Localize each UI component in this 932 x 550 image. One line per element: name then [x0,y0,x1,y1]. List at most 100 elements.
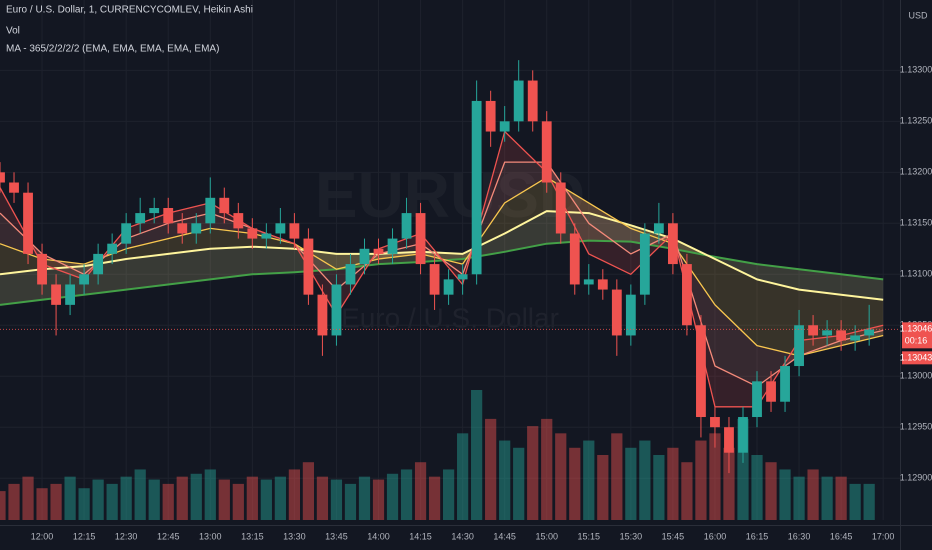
volume-bar [78,488,90,520]
volume-bar [232,483,244,520]
candle-body [639,233,650,295]
volume-bar [428,476,441,520]
candle-body [289,223,300,239]
candle-body [457,274,468,280]
volume-bar [190,473,202,520]
x-tick-label: 16:30 [788,531,811,541]
candle-body [205,197,216,224]
candle-body [0,172,5,183]
watermark-description: Euro / U.S. Dollar [341,302,559,333]
volume-bar [218,479,230,520]
x-tick-label: 16:00 [704,531,727,541]
candle-body [65,284,75,305]
y-tick-label: 1.13300 [900,65,932,75]
candle-body [864,329,875,336]
candle-body [107,243,118,254]
candle-body [780,366,790,402]
volume-bar [400,469,413,520]
candle-body [345,264,356,285]
volume-bar [302,462,315,520]
candle-body [682,264,692,326]
legend-volume: Vol [6,26,20,37]
volume-bar [64,476,76,520]
volume-bar [821,476,833,520]
candle-body [513,80,524,122]
y-tick-label: 1.12900 [900,473,932,483]
candle-body [9,182,19,193]
legend-symbol: Euro / U.S. Dollar, 1, CURRENCYCOMLEV, H… [6,5,253,16]
volume-bar [695,440,707,520]
candle-body [219,197,230,214]
candle-body [401,213,412,239]
watermark-symbol: EURUSD [315,159,585,231]
volume-bar [330,479,343,520]
currency[interactable]: USD [908,10,928,20]
candle-body [850,335,861,341]
candle-body [275,223,286,234]
candles [0,60,875,474]
x-tick-label: 12:45 [157,531,180,541]
ma-line [0,239,884,306]
y-tick-label: 1.12950 [900,422,932,432]
legend-ma: MA - 365/2/2/2/2 (EMA, EMA, EMA, EMA, EM… [6,44,219,55]
volume-bar [120,476,132,520]
y-tick-label: 1.13100 [900,269,932,279]
x-tick-label: 14:15 [409,531,432,541]
candle-body [766,381,776,402]
x-tick-label: 16:45 [830,531,853,541]
volume-bar [625,447,637,520]
volume-bar [162,483,174,520]
volume-bar [457,433,469,520]
x-tick-label: 13:15 [241,531,264,541]
x-tick-label: 17:00 [872,531,895,541]
candle-body [597,279,608,290]
x-tick-label: 16:15 [746,531,769,541]
volume-bar [260,479,272,520]
ma-fill [0,211,884,305]
volume-bar [176,476,188,520]
volume-bar [0,491,6,520]
volume-bar [807,469,819,520]
volume-bar [372,479,385,520]
candle-body [569,233,580,285]
volume-bar [485,418,497,520]
candle-body [247,228,258,239]
candle-body [710,417,720,428]
candle-body [752,381,762,418]
volume-bar [386,473,399,520]
second-price-box [902,351,932,365]
candle-body [822,330,833,336]
volume-bar [442,469,455,520]
volume-bar [751,455,763,520]
volume-bar [358,476,371,520]
candle-body [303,238,314,295]
candle-body [836,330,847,341]
volume-bar [106,483,118,520]
candle-body [121,223,132,244]
volume-bar [148,479,160,520]
volume-bar [793,476,805,520]
volume-bar [204,469,216,520]
x-tick-label: 15:00 [535,531,558,541]
volume-bar [316,476,329,520]
candle-body [233,213,244,229]
candle-body [527,80,538,122]
volume-bar [737,418,749,520]
candle-body [541,121,552,183]
volume-bar [8,483,20,520]
volume-pane [0,390,875,520]
x-tick-label: 14:30 [451,531,474,541]
candle-body [373,248,384,254]
candle-body [653,223,664,234]
candle-body [191,223,202,234]
x-tick-label: 12:00 [31,531,54,541]
x-tick-label: 14:00 [367,531,390,541]
x-tick-label: 15:45 [662,531,685,541]
volume-bar [835,476,847,520]
ma-fill [0,162,884,387]
candle-body [555,182,566,234]
x-tick-label: 15:15 [578,531,601,541]
x-tick-label: 13:30 [283,531,306,541]
